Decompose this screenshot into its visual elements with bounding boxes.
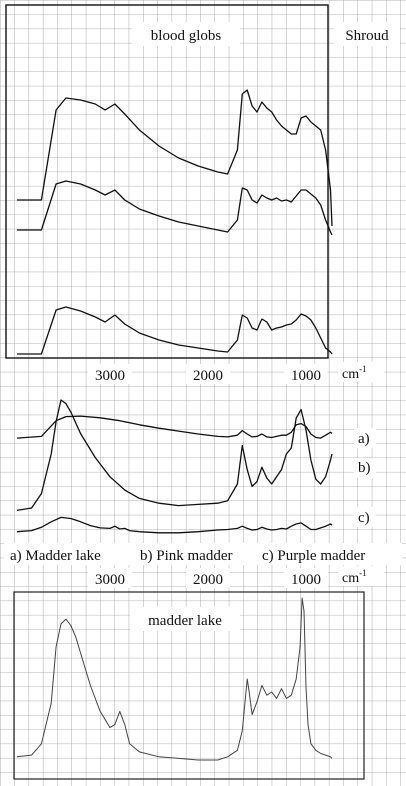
middle-spectrum-line <box>16 516 333 534</box>
top-tick-label: 1000 <box>291 368 321 384</box>
top-panel-curves <box>16 89 333 355</box>
legend-purple-madder: c) Purple madder <box>262 548 365 564</box>
top-spectrum-line <box>16 89 333 227</box>
top-spectrum-line <box>16 180 333 236</box>
middle-tick-label: 1000 <box>291 572 321 588</box>
top-axis-unit: cm-1 <box>342 364 367 382</box>
middle-axis-unit: cm-1 <box>342 568 367 586</box>
curve-label-a: a) <box>358 431 370 447</box>
top-tick-label: 2000 <box>193 368 223 384</box>
curve-label-b: b) <box>358 460 371 476</box>
bottom-panel-curves <box>16 597 333 761</box>
curve-label-c: c) <box>358 510 370 526</box>
bottom-spectrum-line <box>16 597 333 761</box>
legend-pink-madder: b) Pink madder <box>140 548 232 564</box>
middle-spectrum-line <box>16 399 333 512</box>
top-panel-title: blood globs <box>151 28 222 44</box>
top-tick-label: 3000 <box>95 368 125 384</box>
middle-tick-label: 3000 <box>95 572 125 588</box>
top-spectrum-line <box>16 306 333 355</box>
shroud-label: Shroud <box>345 28 389 44</box>
top-panel-frame <box>5 4 329 359</box>
legend-madder-lake: a) Madder lake <box>10 548 101 564</box>
middle-panel-curves <box>16 399 333 534</box>
middle-tick-label: 2000 <box>193 572 223 588</box>
top-axis: 3000 2000 1000 cm-1 <box>88 362 384 384</box>
bottom-panel-frame <box>13 591 365 780</box>
middle-spectrum-line <box>16 415 333 439</box>
middle-axis: 3000 2000 1000 cm-1 <box>88 566 384 588</box>
bottom-panel-title: madder lake <box>148 613 222 629</box>
